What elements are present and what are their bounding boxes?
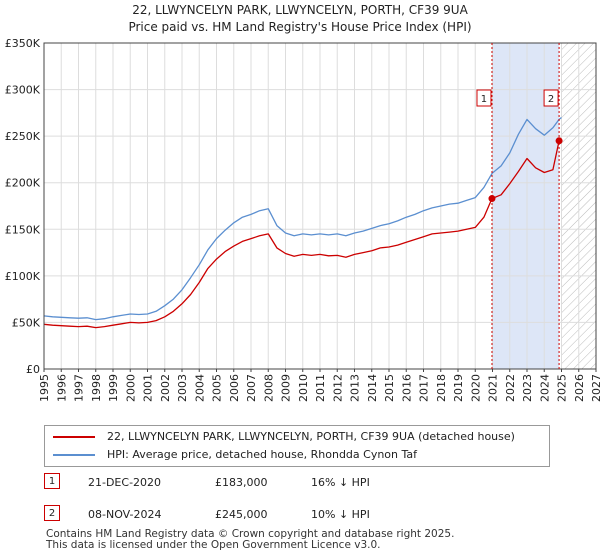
- y-tick-label: £200K: [5, 177, 41, 190]
- x-tick-label: 2020: [469, 374, 482, 402]
- x-tick-label: 2013: [349, 374, 362, 402]
- x-tick-label: 2002: [159, 374, 172, 402]
- y-tick-label: £250K: [5, 130, 41, 143]
- sale-marker-box: [476, 89, 492, 107]
- y-tick-label: £50K: [12, 316, 41, 329]
- y-tick-label: £350K: [5, 37, 41, 50]
- sale-marker-label: 2: [548, 94, 554, 105]
- price-chart: £0 £50K £100K £150K £200K £250K £300K £350K 1995…: [5, 37, 600, 402]
- x-tick-label: 2010: [297, 374, 310, 402]
- x-tick-label: 2011: [314, 374, 327, 402]
- x-tick-label: 2026: [573, 374, 586, 402]
- y-tick-label: £150K: [5, 223, 41, 236]
- y-tick-label: £0: [26, 363, 40, 376]
- sale-point: [488, 195, 496, 203]
- x-tick-label: 2005: [211, 374, 224, 402]
- transaction-hpi-diff: 16% ↓ HPI: [311, 476, 370, 489]
- legend: 22, LLWYNCELYN PARK, LLWYNCELYN, PORTH, …: [44, 425, 550, 467]
- y-tick-label: £300K: [5, 84, 41, 97]
- chart-subtitle: Price paid vs. HM Land Registry's House …: [128, 20, 472, 34]
- x-tick-label: 2015: [383, 374, 396, 402]
- series-line-hpi: [43, 116, 562, 321]
- x-tick-label: 2001: [142, 374, 155, 402]
- transaction-hpi-diff: 10% ↓ HPI: [311, 508, 370, 521]
- x-tick-label: 2012: [331, 374, 344, 402]
- sale-point: [555, 137, 563, 145]
- x-tick-label: 1999: [107, 374, 120, 402]
- x-tick-label: 2014: [366, 374, 379, 402]
- x-tick-label: 2024: [538, 374, 551, 402]
- series-line-property: [43, 140, 562, 329]
- x-tick-label: 2027: [590, 374, 600, 402]
- x-tick-label: 2003: [176, 374, 189, 402]
- x-tick-label: 2006: [228, 374, 241, 402]
- x-tick-label: 2018: [435, 374, 448, 402]
- x-tick-label: 1997: [73, 374, 86, 402]
- x-tick-label: 2008: [262, 374, 275, 402]
- chart-title: 22, LLWYNCELYN PARK, LLWYNCELYN, PORTH, …: [132, 3, 468, 17]
- x-tick-label: 2023: [521, 374, 534, 402]
- x-tick-label: 2016: [400, 374, 413, 402]
- x-tick-label: 2025: [556, 374, 569, 402]
- x-tick-label: 2004: [193, 374, 206, 402]
- legend-label-property: 22, LLWYNCELYN PARK, LLWYNCELYN, PORTH, …: [107, 430, 515, 443]
- x-tick-label: 1996: [55, 374, 68, 402]
- legend-swatch-blue: [53, 454, 95, 456]
- footer-licence: This data is licensed under the Open Gov…: [46, 539, 381, 551]
- x-tick-label: 2009: [280, 374, 293, 402]
- legend-item-property: 22, LLWYNCELYN PARK, LLWYNCELYN, PORTH, …: [53, 429, 515, 445]
- footer: Contains HM Land Registry data © Crown c…: [46, 529, 454, 551]
- transaction-date: 08-NOV-2024: [88, 508, 162, 521]
- x-tick-label: 2017: [418, 374, 431, 402]
- x-tick-label: 2007: [245, 374, 258, 402]
- legend-label-hpi: HPI: Average price, detached house, Rhon…: [107, 448, 418, 461]
- y-tick-label: £100K: [5, 270, 41, 283]
- sale-marker-box: [543, 89, 559, 107]
- transaction-badge: 1: [44, 473, 60, 489]
- x-tick-label: 2021: [487, 374, 500, 402]
- x-tick-label: 1995: [38, 374, 51, 402]
- x-tick-label: 2019: [452, 374, 465, 402]
- x-tick-label: 2022: [504, 374, 517, 402]
- transaction-price: £245,000: [215, 508, 268, 521]
- legend-swatch-red: [53, 436, 95, 438]
- transaction-price: £183,000: [215, 476, 268, 489]
- transaction-badge: 2: [44, 505, 60, 521]
- x-tick-label: 1998: [90, 374, 103, 402]
- legend-item-hpi: HPI: Average price, detached house, Rhon…: [53, 447, 417, 463]
- transaction-date: 21-DEC-2020: [88, 476, 162, 489]
- x-tick-label: 2000: [124, 374, 137, 402]
- sale-marker-label: 1: [481, 94, 487, 105]
- footer-copyright: Contains HM Land Registry data © Crown c…: [46, 528, 455, 540]
